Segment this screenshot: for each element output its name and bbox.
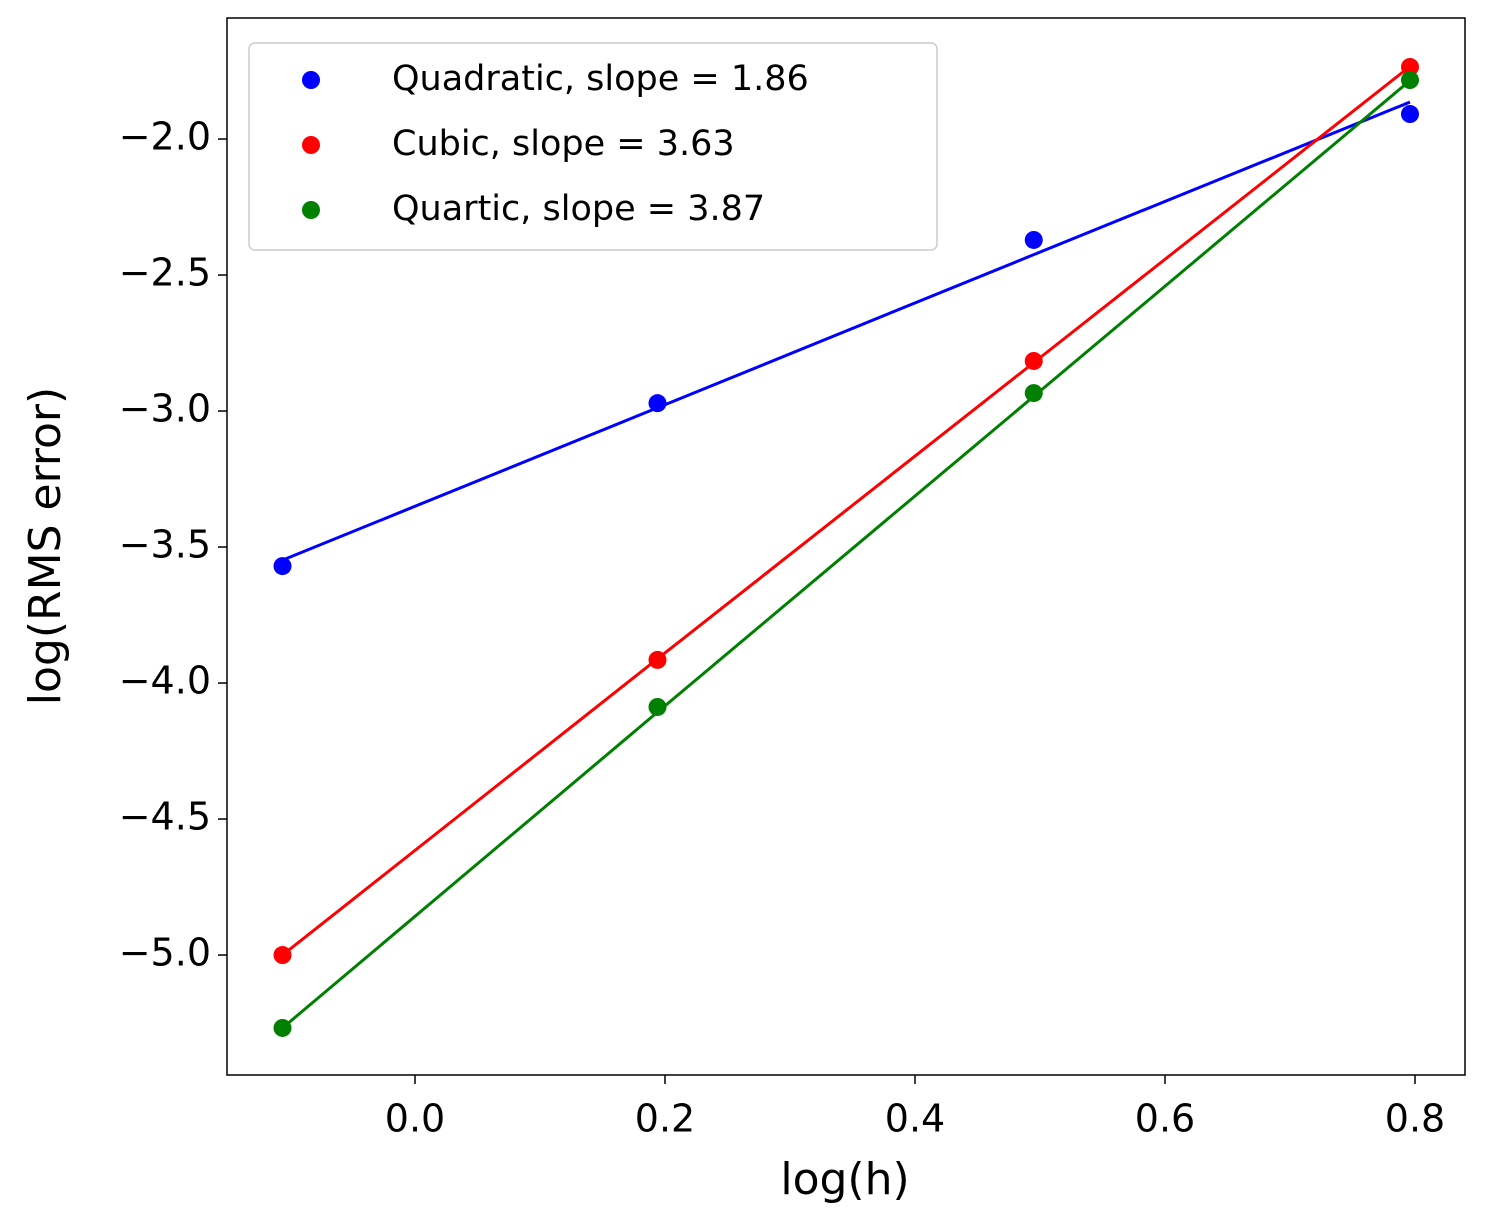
legend-marker: [302, 71, 320, 89]
y-tick-label: −2.5: [119, 251, 211, 295]
y-axis-label: log(RMS error): [20, 387, 71, 705]
point: [273, 946, 292, 965]
x-tick-label: 0.8: [1385, 1097, 1445, 1141]
fit-line: [281, 65, 1411, 957]
point: [648, 650, 667, 669]
legend-box: [248, 42, 938, 251]
point: [273, 557, 292, 576]
x-tick-label: 0.6: [1135, 1097, 1195, 1141]
y-tick-label: −4.0: [119, 659, 211, 703]
y-tick-label: −3.0: [119, 387, 211, 431]
legend-label: Cubic, slope = 3.63: [392, 124, 735, 164]
x-axis-label: log(h): [780, 1154, 909, 1205]
x-tick-label: 0.2: [635, 1097, 695, 1141]
y-tick-label: −3.5: [119, 523, 211, 567]
legend-marker: [302, 201, 320, 219]
fit-line: [281, 100, 1411, 562]
point: [1024, 384, 1043, 403]
point: [273, 1018, 292, 1037]
x-tick-label: 0.0: [385, 1097, 445, 1141]
legend-label: Quartic, slope = 3.87: [392, 189, 765, 229]
point: [1401, 105, 1419, 124]
x-tick-label: 0.4: [885, 1097, 945, 1141]
y-tick-label: −5.0: [119, 931, 211, 975]
y-tick-label: −2.0: [119, 115, 211, 159]
fit-line: [281, 79, 1411, 1030]
plot-frame: [226, 17, 1466, 1076]
y-tick-label: −4.5: [119, 795, 211, 839]
point: [1024, 351, 1043, 370]
point: [648, 394, 667, 413]
legend-label: Quadratic, slope = 1.86: [392, 59, 809, 99]
point: [1024, 230, 1043, 249]
point: [1401, 71, 1419, 90]
point: [1401, 57, 1419, 76]
legend-marker: [302, 136, 320, 154]
point: [648, 697, 667, 716]
